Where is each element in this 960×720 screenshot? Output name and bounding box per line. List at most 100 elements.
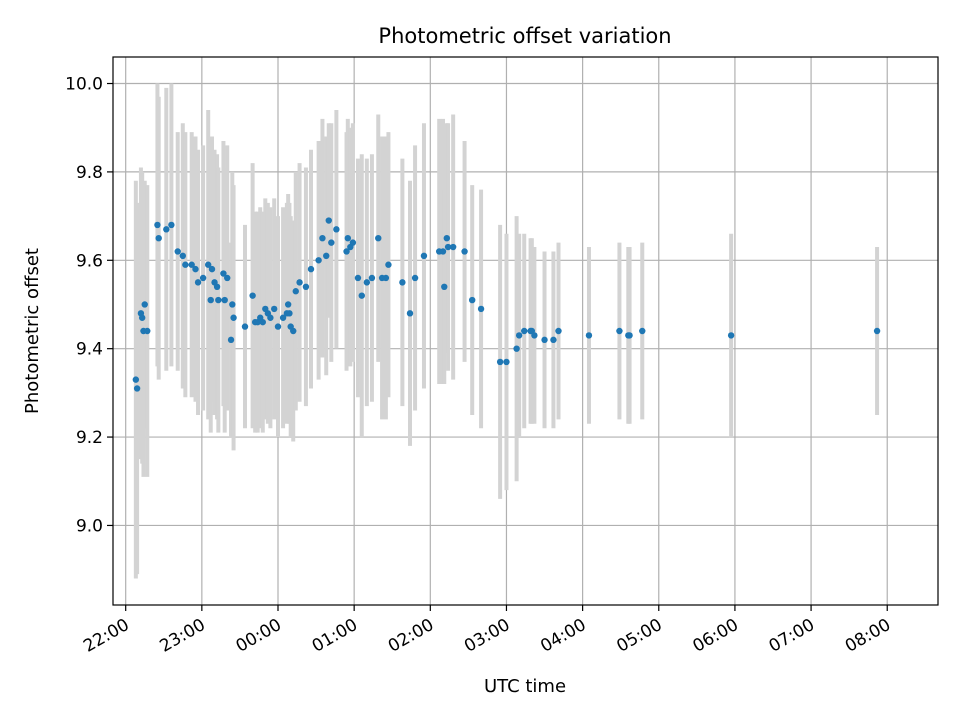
x-tick-label: 22:00 xyxy=(80,615,132,657)
data-point xyxy=(188,261,195,268)
data-point xyxy=(296,279,303,286)
data-point xyxy=(192,265,199,273)
data-point xyxy=(174,248,181,255)
x-tick-label: 05:00 xyxy=(613,615,665,657)
data-point xyxy=(241,323,249,330)
data-point xyxy=(144,327,151,335)
data-point xyxy=(215,296,222,304)
data-point xyxy=(279,314,287,321)
data-point xyxy=(155,234,162,242)
data-point xyxy=(382,274,390,282)
data-point xyxy=(138,314,146,321)
data-point xyxy=(132,376,140,383)
data-point xyxy=(290,327,297,335)
data-point xyxy=(221,296,228,304)
data-point xyxy=(133,385,141,392)
data-point xyxy=(208,265,216,273)
data-point xyxy=(550,336,557,344)
data-point xyxy=(229,301,236,308)
data-point xyxy=(207,296,214,304)
data-point xyxy=(307,265,315,273)
data-point xyxy=(267,314,274,321)
y-tick-label: 9.6 xyxy=(76,251,103,271)
data-point xyxy=(439,248,447,255)
data-point xyxy=(349,239,357,246)
data-point xyxy=(358,292,365,299)
data-point xyxy=(468,296,476,304)
data-point xyxy=(616,327,623,335)
data-point xyxy=(727,332,735,339)
data-point xyxy=(325,217,332,224)
chart-title: Photometric offset variation xyxy=(378,24,671,48)
data-point xyxy=(443,234,451,242)
x-tick-label: 01:00 xyxy=(309,615,361,657)
data-point xyxy=(513,345,520,352)
plot-frame xyxy=(112,56,939,606)
data-point xyxy=(399,279,406,286)
data-point xyxy=(286,310,293,317)
data-point xyxy=(227,336,235,344)
data-point xyxy=(194,279,202,286)
data-points xyxy=(132,217,881,392)
data-point xyxy=(461,248,468,255)
data-point xyxy=(141,301,148,308)
data-point xyxy=(230,314,237,321)
data-point xyxy=(179,252,187,260)
x-tick-label: 23:00 xyxy=(156,615,208,657)
y-tick-label: 10.0 xyxy=(65,75,103,95)
data-point xyxy=(323,252,330,260)
x-tick-label: 02:00 xyxy=(385,615,437,657)
x-tick-label: 08:00 xyxy=(842,615,894,657)
data-point xyxy=(315,257,322,264)
data-point xyxy=(375,234,382,242)
data-point xyxy=(319,234,326,242)
data-point xyxy=(302,283,310,291)
data-point xyxy=(259,318,266,326)
x-tick-label: 03:00 xyxy=(461,615,513,657)
data-point xyxy=(555,327,562,335)
data-point xyxy=(163,226,170,233)
data-point xyxy=(220,270,227,277)
x-axis-label: UTC time xyxy=(484,676,566,697)
y-axis-label: Photometric offset xyxy=(22,248,43,414)
data-point xyxy=(354,274,362,282)
data-point xyxy=(477,305,485,313)
data-point xyxy=(585,332,593,339)
data-point xyxy=(224,274,231,282)
y-tick-label: 9.2 xyxy=(76,428,103,448)
data-point xyxy=(521,327,528,335)
data-point xyxy=(284,301,292,308)
data-point xyxy=(626,332,633,339)
data-point xyxy=(292,288,299,295)
data-point xyxy=(199,274,207,282)
data-point xyxy=(411,274,419,282)
data-point xyxy=(444,243,452,251)
data-point xyxy=(328,239,335,246)
data-point xyxy=(333,226,340,233)
data-point xyxy=(344,234,352,242)
data-point xyxy=(406,310,414,317)
data-point xyxy=(213,283,221,291)
data-point xyxy=(154,221,161,229)
data-point xyxy=(168,221,175,229)
data-point xyxy=(249,292,256,299)
data-point xyxy=(204,261,212,268)
data-point xyxy=(515,332,523,339)
data-point xyxy=(873,327,881,335)
x-tick-label: 00:00 xyxy=(233,615,285,657)
data-point xyxy=(639,327,646,335)
x-tick-label: 07:00 xyxy=(766,615,818,657)
data-point xyxy=(368,274,376,282)
data-point xyxy=(343,248,350,255)
data-point xyxy=(182,261,189,268)
y-tick-label: 9.0 xyxy=(76,516,103,536)
y-tick-label: 9.4 xyxy=(76,340,103,360)
data-point xyxy=(385,261,392,268)
data-point xyxy=(441,283,448,291)
x-tick-label: 04:00 xyxy=(537,615,589,657)
data-point xyxy=(274,323,282,330)
data-point xyxy=(503,358,510,366)
x-tick-label: 06:00 xyxy=(690,615,742,657)
data-point xyxy=(531,332,538,339)
